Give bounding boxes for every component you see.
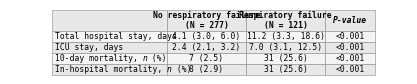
Bar — [52, 31, 167, 42]
Text: Total hospital stay, days: Total hospital stay, days — [55, 32, 176, 41]
Bar — [325, 64, 375, 75]
Bar — [246, 31, 325, 42]
Text: In-hospital mortality,: In-hospital mortality, — [55, 65, 167, 74]
Text: <0.001: <0.001 — [336, 54, 365, 63]
Bar — [246, 42, 325, 53]
Text: 31 (25.6): 31 (25.6) — [264, 54, 308, 63]
Bar — [167, 10, 246, 31]
Text: <0.001: <0.001 — [336, 65, 365, 74]
Bar — [167, 42, 246, 53]
Bar — [246, 64, 325, 75]
Bar — [246, 10, 325, 31]
Bar — [325, 31, 375, 42]
Bar — [325, 53, 375, 64]
Text: 2.4 (2.1, 3.2): 2.4 (2.1, 3.2) — [172, 43, 241, 52]
Bar — [246, 53, 325, 64]
Text: n: n — [167, 65, 172, 74]
Text: (%): (%) — [147, 54, 167, 63]
Bar — [52, 53, 167, 64]
Bar — [52, 42, 167, 53]
Text: 10-day mortality,: 10-day mortality, — [55, 54, 143, 63]
Text: 31 (25.6): 31 (25.6) — [264, 65, 308, 74]
Bar — [325, 42, 375, 53]
Text: (%): (%) — [172, 65, 191, 74]
Text: P-value: P-value — [333, 16, 367, 25]
Text: 11.2 (3.3, 18.6): 11.2 (3.3, 18.6) — [246, 32, 324, 41]
Text: 4.1 (3.0, 6.0): 4.1 (3.0, 6.0) — [172, 32, 241, 41]
Text: n: n — [143, 54, 147, 63]
Bar — [167, 64, 246, 75]
Text: 7.0 (3.1, 12.5): 7.0 (3.1, 12.5) — [249, 43, 322, 52]
Text: 8 (2.9): 8 (2.9) — [189, 65, 224, 74]
Text: 7 (2.5): 7 (2.5) — [189, 54, 224, 63]
Text: <0.001: <0.001 — [336, 32, 365, 41]
Text: <0.001: <0.001 — [336, 43, 365, 52]
Text: Respiratory failure
(N = 121): Respiratory failure (N = 121) — [239, 11, 332, 30]
Bar — [52, 64, 167, 75]
Bar — [167, 31, 246, 42]
Bar — [167, 53, 246, 64]
Text: ICU stay, days: ICU stay, days — [55, 43, 123, 52]
Text: No respiratory failure
(N = 277): No respiratory failure (N = 277) — [153, 11, 260, 30]
Bar — [325, 10, 375, 31]
Bar — [52, 10, 167, 31]
